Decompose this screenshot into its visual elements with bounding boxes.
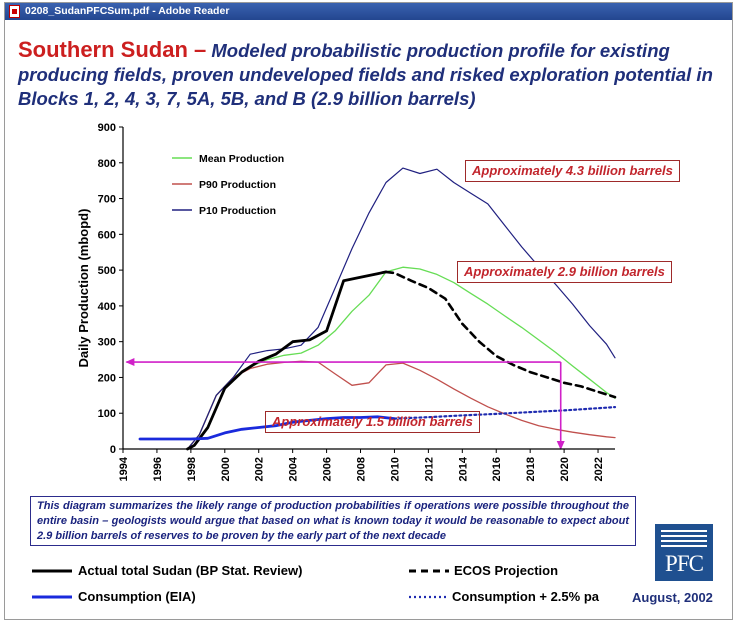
y-tick-label: 600 bbox=[98, 229, 116, 241]
annotation-p10: Approximately 4.3 billion barrels bbox=[465, 160, 680, 182]
slide-title: Southern Sudan – Modeled probabilistic p… bbox=[18, 38, 718, 111]
x-tick-label: 2020 bbox=[559, 457, 571, 481]
x-tick-label: 2008 bbox=[356, 457, 368, 481]
window-titlebar[interactable]: 0208_SudanPFCSum.pdf - Adobe Reader bbox=[5, 3, 732, 20]
annotation-mean: Approximately 2.9 billion barrels bbox=[457, 261, 672, 283]
series-line-4 bbox=[384, 270, 617, 399]
logo-stripes bbox=[661, 530, 707, 556]
x-tick-label: 2002 bbox=[254, 457, 266, 481]
y-tick-label: 100 bbox=[98, 408, 116, 420]
inset-legend-label-0: Mean Production bbox=[199, 153, 284, 165]
title-subtitle: Modeled probabilistic production profile… bbox=[18, 40, 713, 109]
window-title: 0208_SudanPFCSum.pdf - Adobe Reader bbox=[25, 5, 230, 17]
y-tick-label: 300 bbox=[98, 337, 116, 349]
x-tick-label: 2000 bbox=[220, 457, 232, 481]
series-line-6 bbox=[393, 406, 617, 420]
document-frame bbox=[4, 2, 733, 620]
slide-date: August, 2002 bbox=[632, 590, 713, 605]
y-tick-label: 200 bbox=[98, 372, 116, 384]
x-tick-label: 2016 bbox=[491, 457, 503, 481]
legend-ecos: ECOS Projection bbox=[454, 563, 559, 578]
legend-consumption: Consumption (EIA) bbox=[78, 589, 196, 604]
series-line-5 bbox=[138, 415, 396, 441]
y-tick-label: 0 bbox=[110, 444, 116, 456]
logo-text: PFC bbox=[665, 551, 704, 576]
y-tick-label: 400 bbox=[98, 301, 116, 313]
x-tick-label: 1994 bbox=[118, 456, 130, 481]
y-tick-label: 700 bbox=[98, 194, 116, 206]
y-tick-label: 800 bbox=[98, 158, 116, 170]
pfc-logo: PFC bbox=[655, 524, 713, 581]
y-axis-label: Daily Production (mbopd) bbox=[76, 209, 91, 368]
x-tick-label: 1996 bbox=[152, 457, 164, 481]
x-tick-label: 2012 bbox=[423, 457, 435, 481]
y-tick-label: 500 bbox=[98, 265, 116, 277]
x-tick-label: 2004 bbox=[288, 456, 300, 481]
inset-legend-label-1: P90 Production bbox=[199, 179, 276, 191]
legend-consumption-growth: Consumption + 2.5% pa bbox=[452, 589, 599, 604]
x-tick-label: 2006 bbox=[322, 457, 334, 481]
inset-legend-label-2: P10 Production bbox=[199, 205, 276, 217]
legend-actual: Actual total Sudan (BP Stat. Review) bbox=[78, 563, 303, 578]
series-line-3 bbox=[186, 270, 388, 451]
y-tick-label: 900 bbox=[98, 122, 116, 134]
x-tick-label: 1998 bbox=[186, 457, 198, 481]
x-tick-label: 2010 bbox=[389, 457, 401, 481]
title-main: Southern Sudan – bbox=[18, 37, 207, 62]
x-tick-label: 2014 bbox=[457, 456, 469, 481]
x-tick-label: 2022 bbox=[593, 457, 605, 481]
annotation-p90: Approximately 1.5 billion barrels bbox=[265, 411, 480, 433]
x-tick-label: 2018 bbox=[525, 457, 537, 481]
series-line-1 bbox=[186, 360, 616, 450]
summary-note: This diagram summarizes the likely range… bbox=[30, 496, 636, 546]
pdf-file-icon bbox=[9, 5, 20, 18]
